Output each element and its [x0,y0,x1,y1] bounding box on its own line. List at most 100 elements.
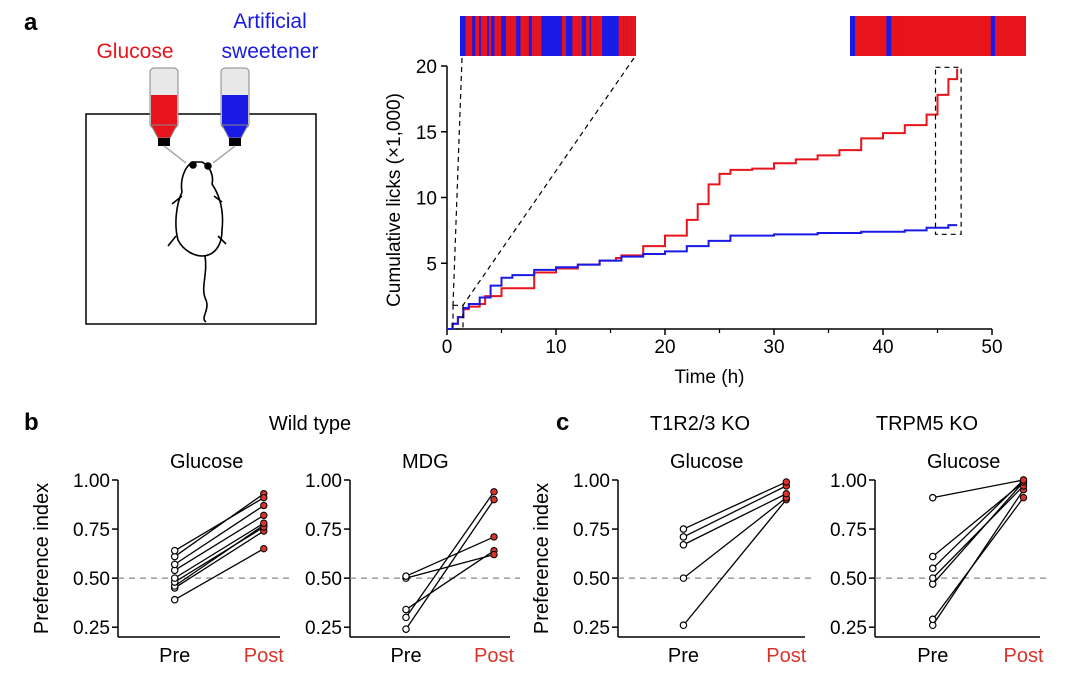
post-category-label: Post [1003,645,1043,667]
lick-bar [959,16,961,56]
lick-bar [995,16,998,56]
lick-bar [896,16,901,56]
pre-point [679,525,688,533]
lick-bar [1022,16,1026,56]
wild-type-glucose-plot: 0.25 0.50 0.75 1.00 Pre Post Glucose Preference… [31,451,290,667]
plot-title: Glucose [927,451,1000,473]
inset-connector-left-a [452,57,463,306]
pre-point [402,605,410,614]
lick-bar [483,16,488,56]
y-tick-label: 20 [416,57,437,78]
pre-point [928,493,937,502]
y-axis-label: Cumulative licks (×1,000) [384,93,405,307]
post-point [490,533,498,541]
lick-bar [946,16,950,56]
lick-bar [606,16,611,56]
lick-bar [933,16,939,56]
y-tick-label: 0.75 [573,520,610,541]
lick-bar [553,16,559,56]
lick-bar [927,16,934,56]
pre-point [928,574,937,582]
post-point [260,501,268,510]
sweetener-series-line [447,224,958,330]
lick-bar [487,16,489,56]
lick-bar [1004,16,1009,56]
lick-bar [891,16,895,56]
lick-bar [967,16,971,56]
lick-bar [543,16,549,56]
lick-bar [566,16,571,56]
y-tick-label: 0.25 [573,618,610,639]
y-tick-label: 0.75 [73,520,110,541]
lick-bar [867,16,870,56]
x-tick-label: 0 [442,337,453,358]
lick-bar [960,16,964,56]
y-tick-label: 10 [416,189,437,210]
lick-bar [528,16,532,56]
pair-connector-line [932,481,1024,558]
lick-bar [970,16,976,56]
lick-bar [881,16,887,56]
pair-connector-line [405,550,495,611]
lick-bar [902,16,908,56]
pair-connector-line [932,485,1024,579]
post-point [260,493,268,502]
lick-bar [548,16,554,56]
lick-bar [561,16,565,56]
panel-c: c T1R2/3 KO TRPM5 KO 0.25 0.50 0.75 1.00 Pre… [531,409,1050,667]
post-point [1019,493,1028,502]
pre-point [170,595,179,604]
y-tick-label: 0.50 [830,569,867,590]
post-category-label: Post [766,645,806,667]
panel-c-header-trpm5: TRPM5 KO [876,413,978,435]
pair-connector-line [174,514,265,571]
panel-a-letter: a [24,9,38,36]
lick-bar [1018,16,1023,56]
lick-bar [907,16,911,56]
lick-bar [516,16,521,56]
inset-box-right [934,66,962,235]
panel-b-header: Wild type [269,413,351,435]
lick-bar [581,16,584,56]
panel-b: b Wild type 0.25 0.50 0.75 1.00 Pre Post Gluco… [24,409,520,667]
pre-point [170,546,179,555]
y-tick-label: 1.00 [73,471,110,492]
lick-bar [578,16,582,56]
pair-connector-line [932,481,1024,585]
lick-bar [954,16,960,56]
pair-connector-line [682,499,787,626]
lick-bar [949,16,955,56]
lick-bar [871,16,874,56]
y-tick-label: 0.75 [830,520,867,541]
lick-bar [1008,16,1012,56]
lick-bar [472,16,476,56]
lick-bar [510,16,517,56]
lick-bar [869,16,872,56]
lick-bar [623,16,627,56]
pre-category-label: Pre [668,645,699,667]
pre-point [928,615,937,624]
lick-bar [618,16,624,56]
y-tick-label: 1.00 [573,471,610,492]
x-tick-label: 20 [654,337,675,358]
lick-bar [488,16,492,56]
sweetener-bottle-icon [212,67,250,164]
lick-bar [981,16,986,56]
lick-bar [534,16,537,56]
lick-bar [612,16,615,56]
post-point [260,511,268,520]
lick-bar [541,16,544,56]
lick-bar [878,16,882,56]
y-tick-label: 0.75 [305,520,342,541]
mouse-icon [167,161,227,323]
glucose-bottle-icon [149,67,187,164]
lick-bar [963,16,968,56]
lick-bar [626,16,630,56]
pair-connector-line [683,485,787,538]
lick-bar [1013,16,1019,56]
lick-bar [913,16,919,56]
lick-bar [602,16,607,56]
y-tick-label: 15 [416,123,437,144]
lick-bar [465,16,467,56]
lick-bar [589,16,592,56]
